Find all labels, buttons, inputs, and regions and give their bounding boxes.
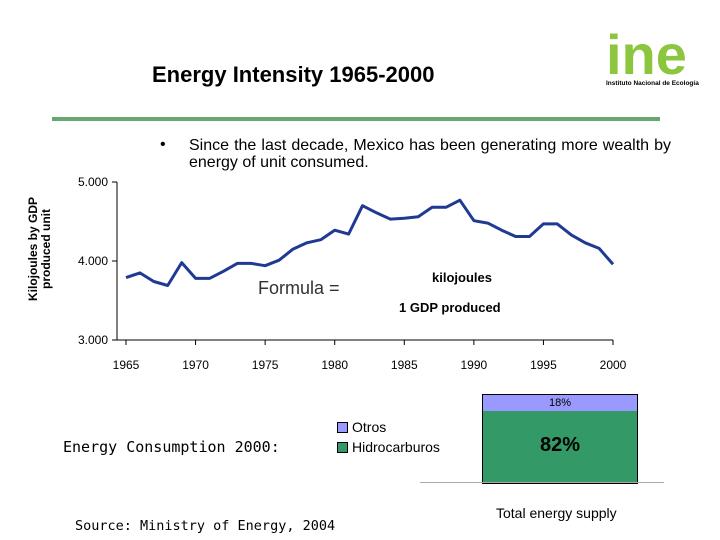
bar-label-hidrocarburos: 82% xyxy=(539,434,581,456)
legend-label-hidrocarburos: Hidrocarburos xyxy=(352,439,440,455)
consumption-title: Energy Consumption 2000: xyxy=(63,438,280,456)
title-divider xyxy=(52,117,660,121)
logo-caption: Instituto Nacional de Ecología xyxy=(606,80,699,87)
energy-intensity-chart: 3.000 4.000 5.000 1965 1970 1975 1980 1985 1990 1… xyxy=(78,175,627,372)
logo-text: ine xyxy=(606,23,687,86)
x-tick-label: 1965 xyxy=(113,358,140,372)
legend-item-otros: Otros xyxy=(337,417,440,437)
y-tick-label: 3.000 xyxy=(78,333,108,347)
x-tick-label: 1975 xyxy=(252,358,279,372)
formula-label: Formula = xyxy=(258,278,340,298)
legend-label-otros: Otros xyxy=(352,419,387,435)
x-tick-label: 1970 xyxy=(182,358,209,372)
bar-baseline xyxy=(420,482,664,483)
x-tick-label: 2000 xyxy=(600,358,627,372)
ine-logo: ine xyxy=(606,23,687,86)
x-tick-label: 1985 xyxy=(391,358,418,372)
energy-intensity-series-line xyxy=(125,198,615,287)
x-tick-label: 1990 xyxy=(461,358,488,372)
bullet-marker: • xyxy=(160,136,166,153)
bar-segment-hidrocarburos xyxy=(483,410,637,483)
bar-label-otros: 18% xyxy=(548,397,572,409)
y-tick-label: 5.000 xyxy=(78,175,108,189)
source-note: Source: Ministry of Energy, 2004 xyxy=(75,518,336,534)
formula-denominator: 1 GDP produced xyxy=(399,300,501,315)
bar-category-label: Total energy supply xyxy=(496,505,617,521)
x-tick-label: 1995 xyxy=(530,358,557,372)
legend-swatch-otros xyxy=(337,421,348,433)
consumption-legend: Otros Hidrocarburos xyxy=(337,417,440,457)
x-tick-label: 1980 xyxy=(321,358,348,372)
legend-swatch-hidrocarburos xyxy=(337,441,348,453)
slide-title: Energy Intensity 1965-2000 xyxy=(152,62,435,87)
y-tick-label: 4.000 xyxy=(78,254,108,268)
energy-supply-stacked-bar xyxy=(482,394,638,484)
bullet-text: Since the last decade, Mexico has been g… xyxy=(189,137,671,171)
formula-numerator: kilojoules xyxy=(432,270,492,285)
legend-item-hidrocarburos: Hidrocarburos xyxy=(337,437,440,457)
